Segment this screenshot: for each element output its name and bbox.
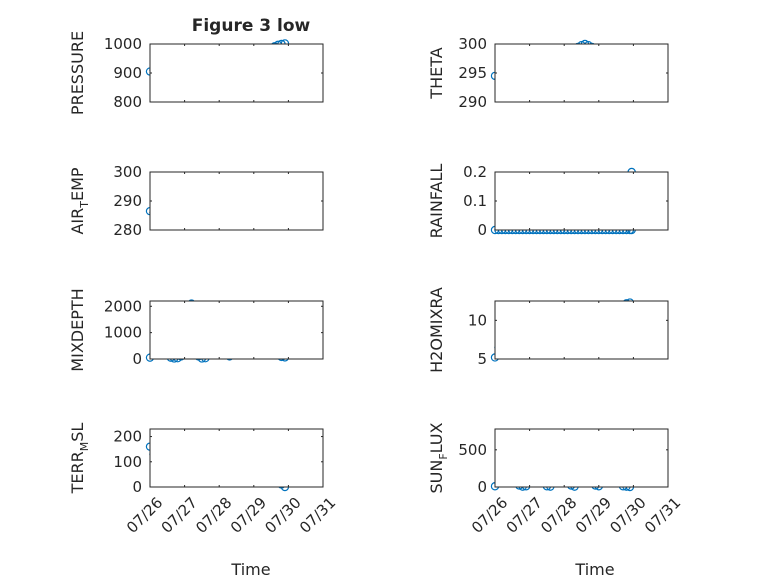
axes-box <box>149 171 324 231</box>
y-tick-label: 295 <box>458 64 487 82</box>
x-axis-label-right: Time <box>574 560 614 579</box>
y-tick-label: 10 <box>468 311 487 329</box>
y-axis-label: PRESSURE <box>68 31 87 115</box>
y-tick-label: 0 <box>132 478 142 496</box>
y-axis-label: H2OMIXRA <box>427 287 446 373</box>
x-axis-label-left: Time <box>230 560 270 579</box>
y-tick-label: 0.1 <box>463 192 487 210</box>
y-tick-label: 900 <box>113 64 142 82</box>
y-tick-label: 100 <box>113 453 142 471</box>
axes-box <box>149 43 324 103</box>
x-tick-label: 07/28 <box>192 494 235 537</box>
y-axis-label: THETA <box>427 47 446 99</box>
y-tick-label: 0 <box>477 478 487 496</box>
y-tick-label: 300 <box>458 35 487 53</box>
y-tick-label: 1000 <box>104 324 142 342</box>
y-axis-label: TERRMSL <box>68 423 91 495</box>
subplot-rainfall: 0 0.1 0.2 RAINFALL <box>427 163 669 239</box>
x-tick-label: 07/27 <box>158 494 201 537</box>
x-tick-label: 07/29 <box>572 494 615 537</box>
subplot-air-temp: 280 290 300 AIRTEMP <box>68 163 324 239</box>
chart-title: Figure 3 low <box>192 16 311 36</box>
y-tick-label: 290 <box>113 192 142 210</box>
subplot-mixdepth: 0 1000 2000 MIXDEPTH <box>68 288 324 372</box>
y-axis-label: AIRTEMP <box>68 167 91 234</box>
y-tick-label: 280 <box>113 221 142 239</box>
y-tick-label: 5 <box>477 350 487 368</box>
subplot-pressure: 800 900 1000 PRESSURE <box>68 31 324 115</box>
y-tick-label: 0 <box>132 350 142 368</box>
axes-box <box>494 43 669 103</box>
subplot-h2omixra: 5 10 H2OMIXRA <box>427 287 669 373</box>
x-tick-label: 07/30 <box>261 494 304 537</box>
x-tick-label: 07/26 <box>468 494 511 537</box>
y-tick-label: 2000 <box>104 297 142 315</box>
axes-box <box>149 428 324 488</box>
y-tick-label: 0.2 <box>463 163 487 181</box>
subplot-theta: 290 295 300 THETA <box>427 35 669 111</box>
x-tick-label: 07/28 <box>537 494 580 537</box>
x-tick-label: 07/29 <box>227 494 270 537</box>
y-tick-label: 290 <box>458 93 487 111</box>
y-tick-label: 0 <box>477 221 487 239</box>
axes-box <box>494 171 669 231</box>
axes-box <box>494 300 669 360</box>
y-axis-label: RAINFALL <box>427 164 446 239</box>
y-tick-label: 800 <box>113 93 142 111</box>
axes-box <box>149 300 324 360</box>
y-axis-label: SUNFLUX <box>427 422 450 493</box>
y-tick-label: 200 <box>113 428 142 446</box>
x-tick-label: 07/30 <box>606 494 649 537</box>
y-axis-label: MIXDEPTH <box>68 288 87 371</box>
y-tick-label: 500 <box>458 441 487 459</box>
y-tick-label: 1000 <box>104 35 142 53</box>
x-tick-label: 07/31 <box>641 494 684 537</box>
y-tick-label: 300 <box>113 163 142 181</box>
x-tick-label: 07/27 <box>503 494 546 537</box>
axes-box <box>494 428 669 488</box>
x-tick-label: 07/31 <box>296 494 339 537</box>
x-tick-label: 07/26 <box>123 494 166 537</box>
